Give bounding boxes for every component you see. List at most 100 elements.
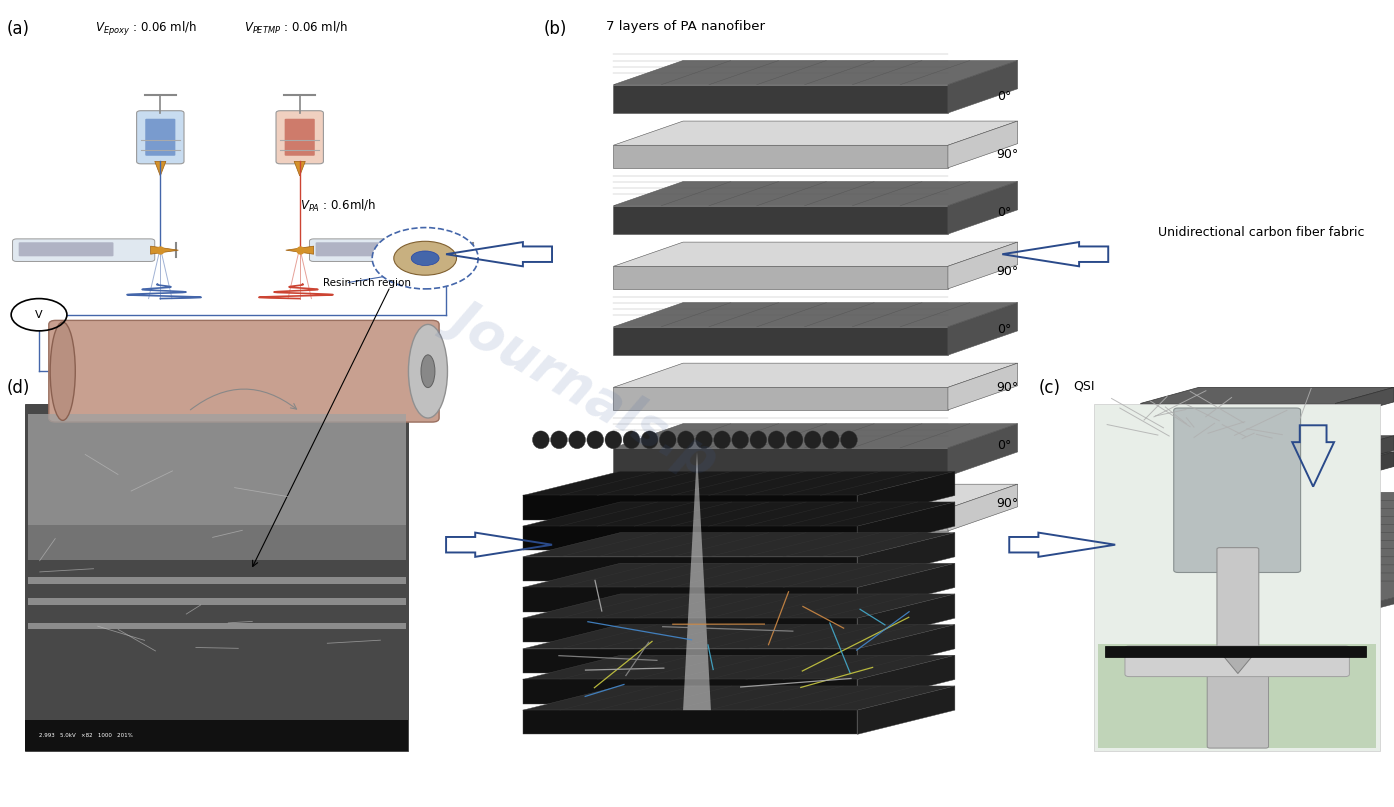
FancyBboxPatch shape: [28, 414, 406, 525]
Text: Resin-rich region: Resin-rich region: [323, 278, 411, 288]
Polygon shape: [1380, 541, 1394, 567]
Polygon shape: [948, 121, 1018, 168]
Text: $V_{PA}$ : 0.6ml/h: $V_{PA}$ : 0.6ml/h: [300, 198, 376, 214]
FancyBboxPatch shape: [1105, 646, 1366, 657]
Ellipse shape: [395, 241, 457, 275]
Polygon shape: [1140, 452, 1335, 466]
FancyBboxPatch shape: [1207, 668, 1269, 748]
Text: 0°: 0°: [997, 323, 1011, 336]
Text: 90°: 90°: [997, 148, 1019, 161]
Ellipse shape: [569, 431, 585, 449]
Polygon shape: [613, 387, 948, 410]
Polygon shape: [523, 686, 955, 710]
Text: Unidirectional carbon fiber fabric: Unidirectional carbon fiber fabric: [1158, 226, 1365, 239]
Polygon shape: [613, 85, 948, 113]
Polygon shape: [1108, 512, 1380, 519]
Polygon shape: [286, 246, 314, 254]
FancyBboxPatch shape: [25, 404, 408, 751]
FancyBboxPatch shape: [284, 119, 315, 156]
Text: (c): (c): [1039, 379, 1061, 397]
Ellipse shape: [587, 431, 604, 449]
Text: (a): (a): [7, 20, 29, 38]
Polygon shape: [613, 484, 1018, 508]
Text: V: V: [35, 310, 43, 320]
Polygon shape: [613, 327, 948, 355]
Polygon shape: [523, 502, 955, 526]
Text: QSI: QSI: [1073, 379, 1094, 392]
Text: (b): (b): [544, 20, 567, 38]
Polygon shape: [523, 557, 857, 581]
Polygon shape: [1380, 533, 1394, 559]
FancyBboxPatch shape: [1174, 408, 1301, 572]
Polygon shape: [523, 710, 857, 734]
Polygon shape: [613, 424, 1018, 448]
FancyBboxPatch shape: [28, 598, 406, 604]
Polygon shape: [1140, 452, 1394, 468]
Polygon shape: [857, 625, 955, 673]
Ellipse shape: [408, 324, 447, 418]
Polygon shape: [613, 121, 1018, 145]
Polygon shape: [1108, 492, 1394, 512]
Polygon shape: [1108, 545, 1380, 551]
Polygon shape: [1108, 569, 1380, 575]
FancyBboxPatch shape: [25, 720, 408, 751]
Polygon shape: [1108, 553, 1380, 559]
Polygon shape: [523, 495, 857, 520]
Text: 0°: 0°: [997, 90, 1011, 103]
Polygon shape: [613, 448, 948, 476]
Polygon shape: [523, 533, 955, 557]
Polygon shape: [1335, 436, 1394, 466]
Ellipse shape: [677, 431, 694, 449]
Polygon shape: [1380, 549, 1394, 575]
Polygon shape: [683, 452, 711, 710]
Text: (d): (d): [7, 379, 31, 397]
FancyBboxPatch shape: [1094, 404, 1380, 751]
Polygon shape: [1108, 541, 1394, 561]
Ellipse shape: [605, 431, 622, 449]
Polygon shape: [294, 161, 305, 176]
Polygon shape: [523, 649, 857, 673]
Polygon shape: [613, 266, 948, 289]
Polygon shape: [1108, 561, 1380, 567]
Polygon shape: [857, 594, 955, 642]
Polygon shape: [1108, 529, 1380, 535]
Polygon shape: [613, 363, 1018, 387]
FancyBboxPatch shape: [13, 239, 155, 261]
Polygon shape: [948, 61, 1018, 113]
Polygon shape: [523, 594, 955, 618]
Polygon shape: [1335, 387, 1394, 418]
Ellipse shape: [732, 431, 749, 449]
Text: 90°: 90°: [997, 497, 1019, 510]
Polygon shape: [1108, 601, 1380, 608]
Text: 0°: 0°: [997, 439, 1011, 452]
FancyBboxPatch shape: [1125, 646, 1349, 676]
Ellipse shape: [551, 431, 567, 449]
Polygon shape: [1108, 521, 1380, 527]
Polygon shape: [948, 363, 1018, 410]
Polygon shape: [857, 655, 955, 704]
Polygon shape: [948, 303, 1018, 355]
Ellipse shape: [641, 431, 658, 449]
Polygon shape: [857, 686, 955, 734]
Polygon shape: [1140, 404, 1335, 418]
Polygon shape: [613, 508, 948, 531]
FancyBboxPatch shape: [28, 623, 406, 629]
Polygon shape: [1108, 557, 1394, 577]
Polygon shape: [613, 145, 948, 168]
Polygon shape: [613, 182, 1018, 206]
Polygon shape: [613, 206, 948, 234]
Ellipse shape: [533, 431, 549, 449]
Polygon shape: [523, 526, 857, 550]
Polygon shape: [1140, 468, 1335, 483]
FancyBboxPatch shape: [28, 414, 406, 560]
FancyBboxPatch shape: [18, 242, 113, 257]
Text: 7 layers of PA nanofiber: 7 layers of PA nanofiber: [606, 20, 765, 33]
Polygon shape: [613, 61, 1018, 85]
Polygon shape: [1380, 500, 1394, 527]
Polygon shape: [613, 303, 1018, 327]
Polygon shape: [1221, 654, 1255, 674]
FancyBboxPatch shape: [28, 578, 406, 584]
Polygon shape: [613, 242, 1018, 266]
Polygon shape: [1108, 500, 1394, 521]
Ellipse shape: [841, 431, 857, 449]
